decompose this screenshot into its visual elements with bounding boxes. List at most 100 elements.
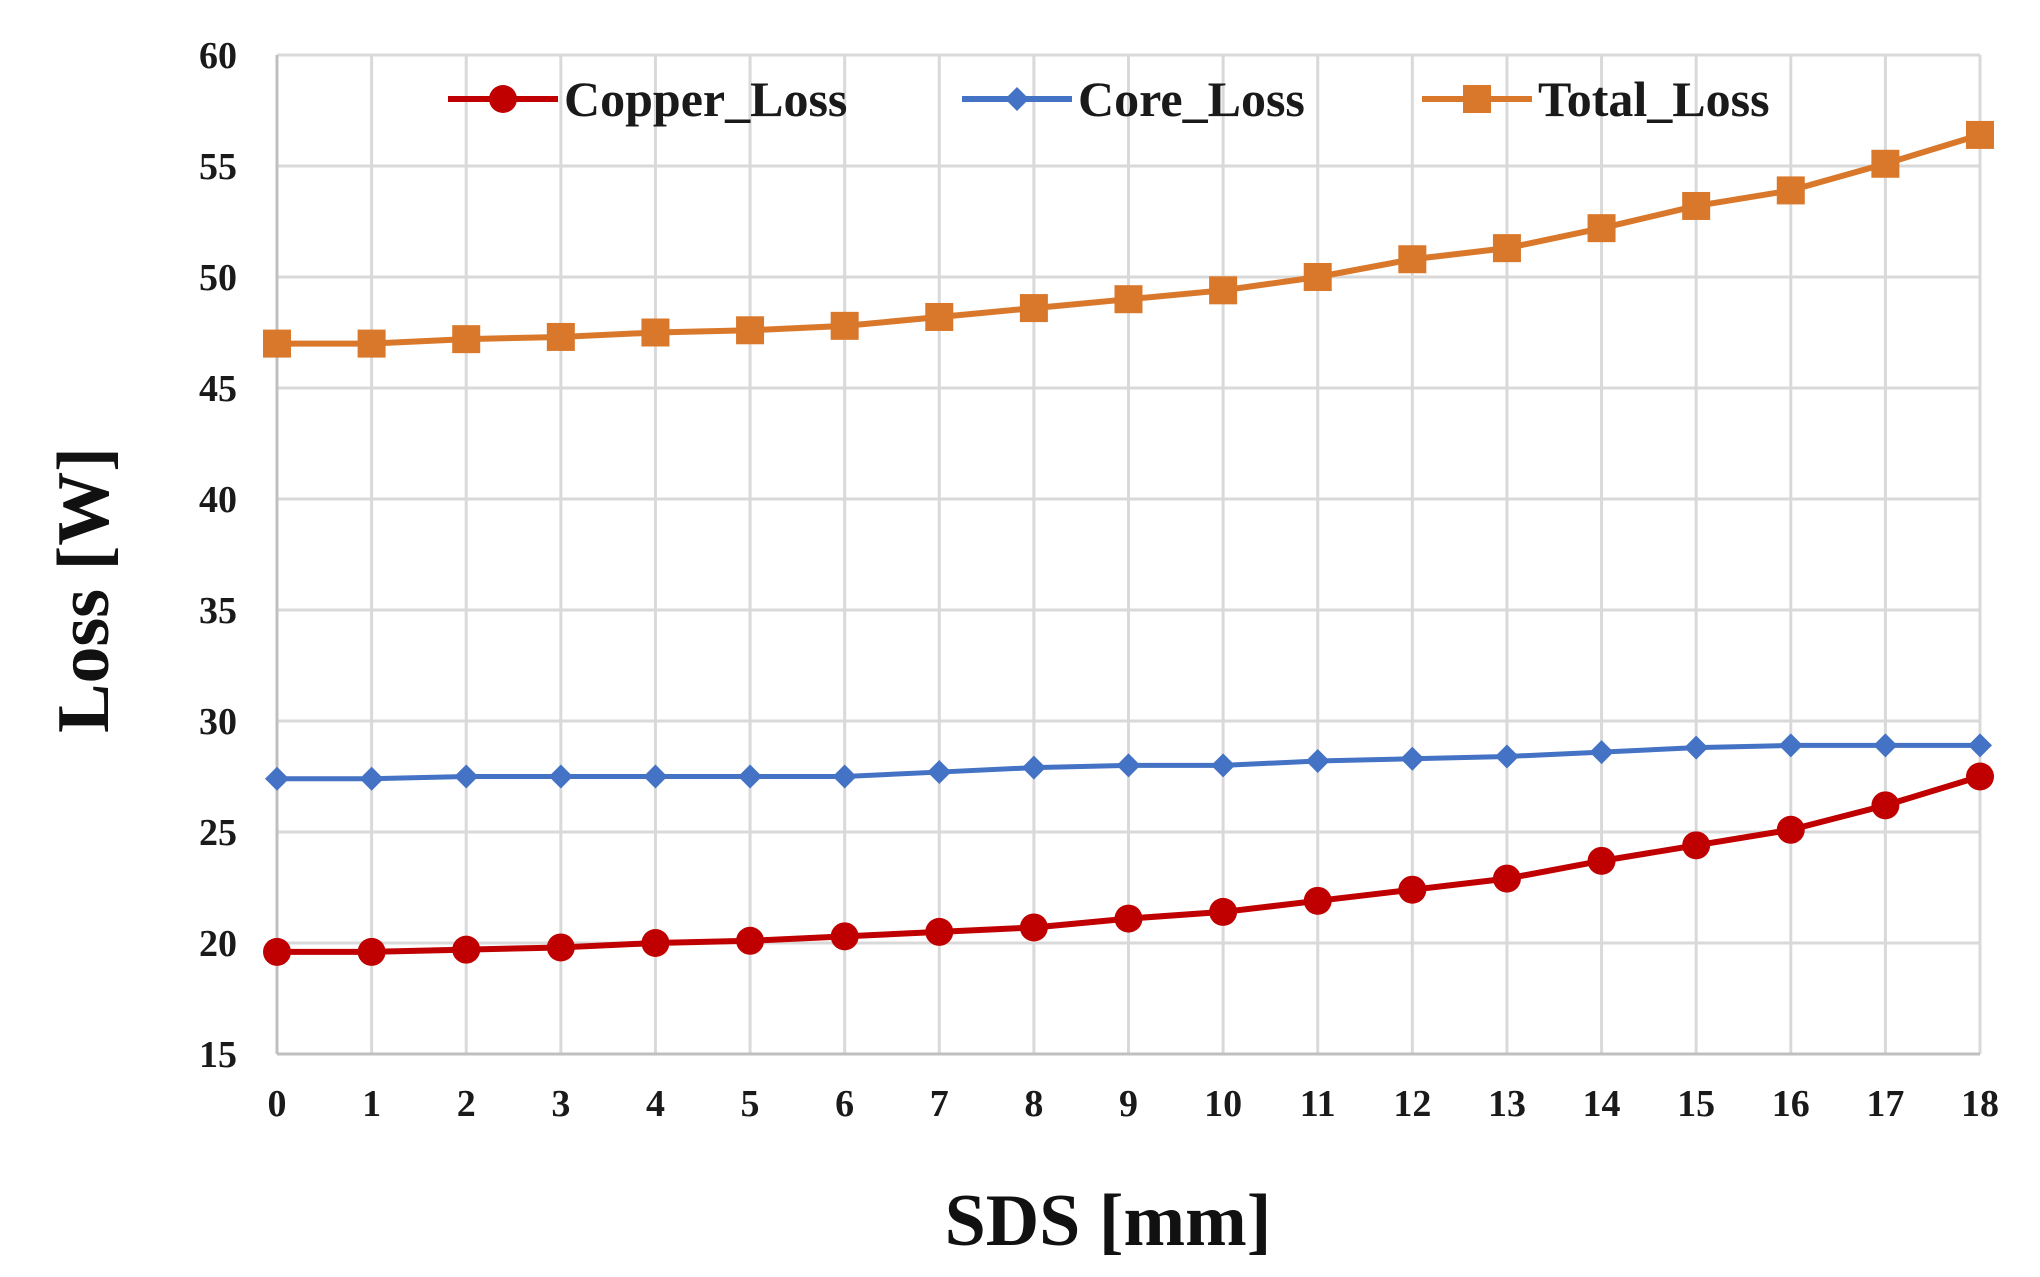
legend-label-core-loss: Core_Loss <box>1078 71 1305 127</box>
total-loss-point <box>546 322 575 351</box>
copper-loss-point <box>1682 831 1711 860</box>
legend-entry-copper-loss: Copper_Loss <box>448 71 847 127</box>
core-loss-point <box>1021 755 1046 780</box>
total-loss-point <box>1303 263 1332 291</box>
data-series <box>263 120 1994 966</box>
copper-loss-point <box>830 922 859 951</box>
total-loss-point <box>830 311 859 340</box>
core-loss-point <box>359 766 384 791</box>
total-loss-point <box>1871 149 1900 178</box>
copper-loss-point <box>1776 815 1805 844</box>
total-loss-point <box>1398 245 1427 274</box>
x-tick-label: 11 <box>1300 1083 1336 1125</box>
core-loss-point <box>454 764 479 789</box>
y-tick-label: 20 <box>199 923 237 965</box>
core-loss-point <box>1968 733 1992 758</box>
y-tick-label: 25 <box>199 812 237 854</box>
core-loss-point <box>548 764 573 789</box>
legend-entry-total-loss: Total_Loss <box>1422 71 1770 127</box>
copper-loss-point <box>1303 886 1332 915</box>
core-loss-point <box>1873 733 1898 758</box>
copper-loss-point <box>925 917 954 946</box>
total-loss-point <box>452 325 481 354</box>
copper-loss-point <box>263 937 291 966</box>
y-axis-title: Loss [W] <box>43 447 125 733</box>
x-tick-label: 8 <box>1024 1083 1043 1125</box>
series-total-loss <box>263 120 1994 358</box>
total-loss-point <box>1682 191 1711 220</box>
total-loss-point <box>641 318 670 347</box>
copper-loss-point <box>1871 791 1900 820</box>
x-tick-label: 17 <box>1866 1083 1904 1125</box>
total-loss-point <box>1019 294 1048 323</box>
core-loss-point <box>1589 740 1614 765</box>
x-tick-label: 7 <box>930 1083 949 1125</box>
legend-marker-total-loss <box>1463 85 1491 113</box>
legend-marker-copper-loss <box>489 85 517 113</box>
core-loss-point <box>1400 746 1425 771</box>
axes <box>275 55 1980 1056</box>
core-loss-point <box>738 764 763 789</box>
total-loss-point <box>357 329 386 358</box>
y-tick-label: 45 <box>199 368 237 410</box>
x-tick-label: 16 <box>1772 1083 1810 1125</box>
total-loss-point <box>1209 276 1238 305</box>
copper-loss-point <box>546 933 575 962</box>
y-tick-label: 30 <box>199 701 237 743</box>
core-loss-point <box>265 766 289 791</box>
total-loss-point <box>263 329 291 358</box>
x-tick-label: 14 <box>1583 1083 1621 1125</box>
total-loss-point <box>1492 234 1521 263</box>
copper-loss-point <box>1209 897 1238 926</box>
series-copper-loss <box>263 762 1994 966</box>
y-tick-label: 15 <box>199 1034 237 1076</box>
copper-loss-point <box>736 926 765 955</box>
copper-loss-point <box>1019 913 1048 942</box>
x-tick-label: 6 <box>835 1083 854 1125</box>
x-tick-label: 5 <box>741 1083 760 1125</box>
core-loss-point <box>1778 733 1803 758</box>
x-tick-label: 1 <box>362 1083 381 1125</box>
copper-loss-point <box>641 929 670 957</box>
legend-marker-core-loss <box>1005 87 1029 111</box>
core-loss-point <box>1116 753 1141 778</box>
core-loss-point <box>1211 753 1236 778</box>
x-tick-label: 10 <box>1204 1083 1242 1125</box>
copper-loss-point <box>357 937 386 966</box>
y-tick-label: 40 <box>199 479 237 521</box>
x-tick-label: 9 <box>1119 1083 1138 1125</box>
x-tick-label: 4 <box>646 1083 665 1125</box>
series-core-loss <box>265 733 1992 791</box>
x-tick-label: 3 <box>551 1083 570 1125</box>
total-loss-point <box>1776 176 1805 205</box>
y-tick-label: 55 <box>199 146 237 188</box>
core-loss-point <box>1305 748 1330 773</box>
total-loss-point <box>736 316 765 345</box>
x-tick-label: 2 <box>457 1083 476 1125</box>
x-tick-label: 13 <box>1488 1083 1526 1125</box>
total-loss-point <box>1114 285 1143 314</box>
x-tick-label: 0 <box>268 1083 287 1125</box>
core-loss-point <box>643 764 668 789</box>
core-loss-point <box>927 760 952 785</box>
x-tick-label: 15 <box>1677 1083 1715 1125</box>
copper-loss-point <box>1587 846 1616 875</box>
x-tick-label: 12 <box>1393 1083 1431 1125</box>
legend-label-total-loss: Total_Loss <box>1538 71 1770 127</box>
x-tick-labels: 0 1 2 3 4 5 6 7 8 9 10 11 12 13 14 15 16 17 18 <box>268 1083 2000 1125</box>
copper-loss-point <box>452 935 481 964</box>
y-tick-labels: 15 20 25 30 35 40 45 50 55 60 <box>199 35 237 1076</box>
legend-entry-core-loss: Core_Loss <box>962 71 1305 127</box>
x-axis-title: SDS [mm] <box>945 1180 1272 1262</box>
core-loss-point <box>832 764 857 789</box>
copper-loss-point <box>1966 762 1994 791</box>
total-loss-point <box>1966 120 1994 149</box>
x-tick-label: 18 <box>1961 1083 1999 1125</box>
legend-label-copper-loss: Copper_Loss <box>564 71 847 127</box>
copper-loss-point <box>1492 864 1521 893</box>
copper-loss-point <box>1398 875 1427 904</box>
y-tick-label: 50 <box>199 257 237 299</box>
legend: Copper_Loss Core_Loss Total_Loss <box>448 71 1770 127</box>
